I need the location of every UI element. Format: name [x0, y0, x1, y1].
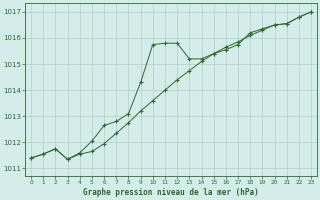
X-axis label: Graphe pression niveau de la mer (hPa): Graphe pression niveau de la mer (hPa): [83, 188, 259, 197]
